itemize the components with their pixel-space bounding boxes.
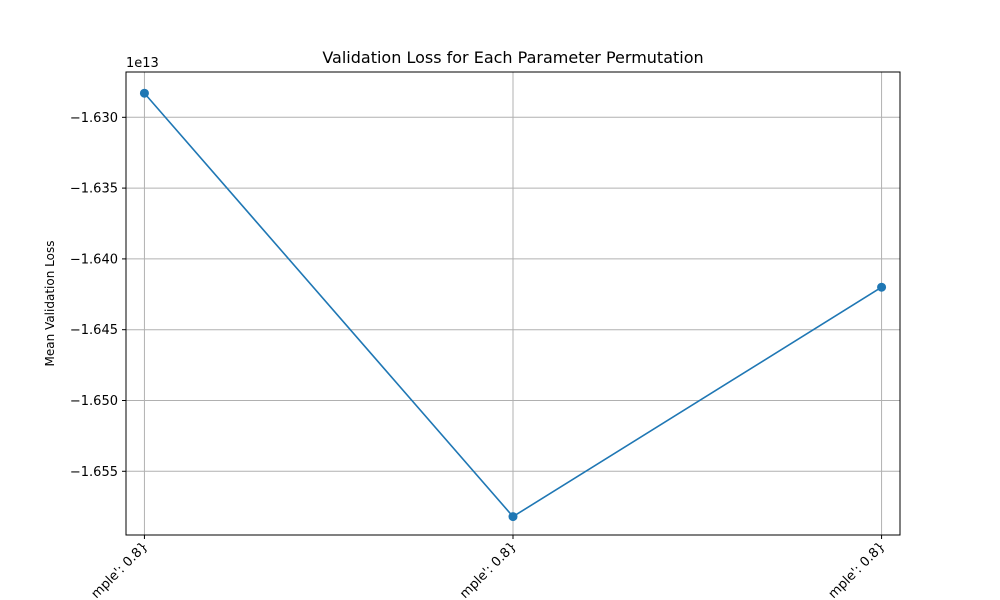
y-tick-label: −1.645 [70, 323, 118, 338]
grid-lines [126, 72, 900, 535]
chart-title: Validation Loss for Each Parameter Permu… [322, 48, 703, 67]
y-tick-label: −1.635 [70, 182, 118, 197]
y-axis-offset-label: 1e13 [126, 56, 159, 71]
y-tick-label: −1.640 [70, 252, 118, 267]
data-point [508, 512, 518, 522]
y-tick-label: −1.655 [70, 465, 118, 480]
y-tick-label: −1.630 [70, 111, 118, 126]
data-point [877, 282, 887, 292]
data-point [139, 88, 149, 98]
y-axis-label: Mean Validation Loss [43, 241, 57, 367]
series-layer [139, 88, 887, 522]
y-tick-label: −1.650 [70, 394, 118, 409]
